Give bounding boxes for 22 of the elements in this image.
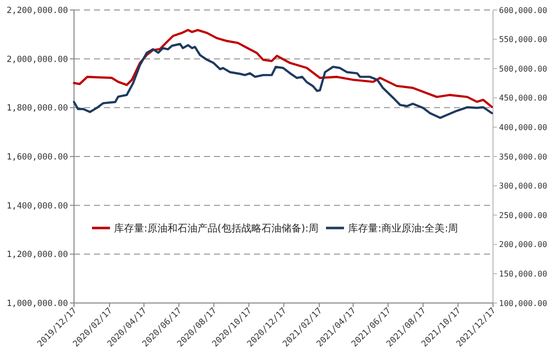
y2-tick-label: 500,000.00: [499, 64, 548, 74]
y-tick-label: 1,000,000.00: [6, 298, 68, 309]
y-tick-label: 2,200,000.00: [6, 6, 68, 16]
y2-tick-label: 300,000.00: [499, 182, 548, 191]
y2-tick-label: 600,000.00: [499, 6, 548, 15]
y2-tick-label: 350,000.00: [499, 152, 548, 162]
y-tick-label: 1,800,000.00: [6, 104, 68, 114]
y-tick-label: 1,600,000.00: [6, 152, 68, 162]
y2-tick-label: 100,000.00: [499, 298, 548, 308]
y2-tick-label: 250,000.00: [499, 210, 548, 220]
y-tick-label: 1,200,000.00: [6, 250, 68, 260]
y2-tick-label: 550,000.00: [499, 35, 548, 44]
y2-tick-label: 400,000.00: [499, 123, 548, 132]
line-series: [72, 42, 493, 119]
y2-tick-label: 450,000.00: [499, 94, 548, 103]
y-tick-label: 1,400,000.00: [6, 201, 68, 212]
y2-tick-label: 200,000.00: [499, 240, 548, 250]
legend-label: 库存量:商业原油:全美:周: [348, 222, 458, 234]
y-tick-label: 2,000,000.00: [6, 54, 68, 65]
line-series: [72, 28, 493, 108]
y2-tick-label: 150,000.00: [499, 270, 548, 278]
legend-label: 库存量:原油和石油产品(包括战略石油储备):周: [114, 222, 319, 234]
